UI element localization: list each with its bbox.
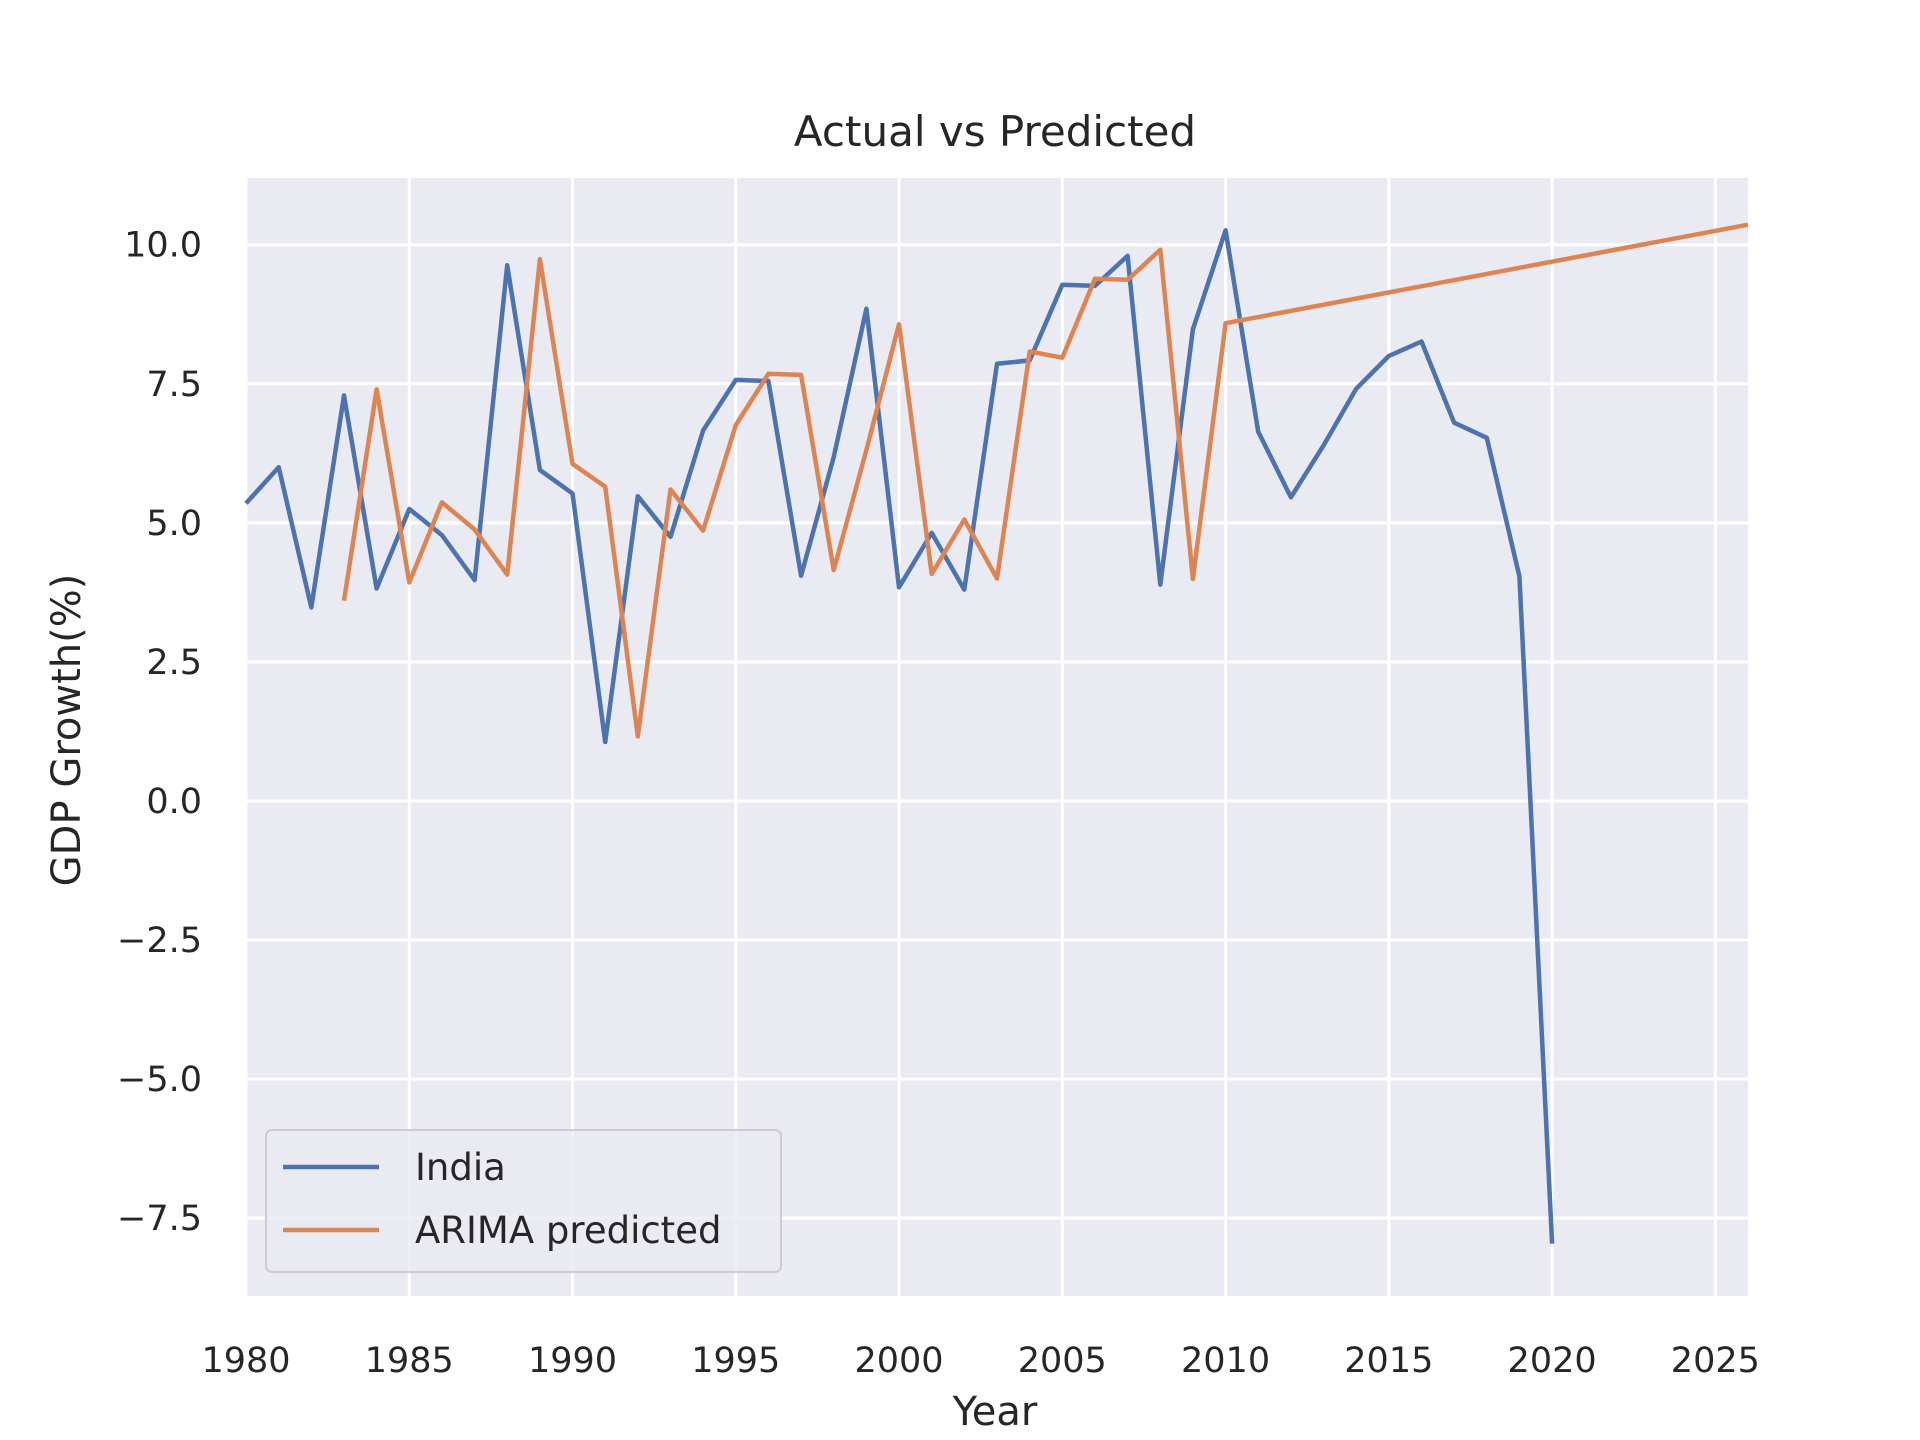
x-tick-label: 2005 <box>1018 1341 1107 1381</box>
y-tick-label: −5.0 <box>117 1060 202 1100</box>
y-tick-label: −2.5 <box>117 921 202 961</box>
x-tick-label: 1995 <box>691 1341 780 1381</box>
x-tick-label: 1990 <box>528 1341 617 1381</box>
y-tick-label: 0.0 <box>146 782 202 822</box>
x-tick-label: 2020 <box>1508 1341 1597 1381</box>
y-tick-label: 7.5 <box>146 365 202 405</box>
y-tick-label: 2.5 <box>146 643 202 683</box>
x-axis-label: Year <box>952 1389 1038 1435</box>
series-line-1 <box>341 222 1749 739</box>
x-tick-label: 2010 <box>1181 1341 1270 1381</box>
legend: India ARIMA predicted <box>265 1129 782 1273</box>
x-tick-label: 1980 <box>201 1341 290 1381</box>
x-tick-label: 2015 <box>1344 1341 1433 1381</box>
y-axis-label: GDP Growth(%) <box>44 574 90 887</box>
legend-label-arima: ARIMA predicted <box>415 1209 721 1252</box>
series-line-0 <box>244 228 1555 1244</box>
x-tick-labels: 1980 1985 1990 1995 2000 2005 2010 2015 2020 2025 <box>201 1341 1759 1381</box>
legend-label-india: India <box>415 1146 506 1189</box>
x-tick-label: 2025 <box>1671 1341 1760 1381</box>
legend-box <box>265 1129 782 1273</box>
y-tick-label: 10.0 <box>124 226 202 266</box>
series-lines <box>244 222 1749 1244</box>
y-tick-label: 5.0 <box>146 504 202 544</box>
y-tick-label: −7.5 <box>117 1199 202 1239</box>
chart-background <box>246 178 1748 1296</box>
plot-area <box>246 178 1748 1296</box>
y-tick-labels: −7.5 −5.0 −2.5 0.0 2.5 5.0 7.5 10.0 <box>117 226 202 1239</box>
chart-title: Actual vs Predicted <box>794 107 1196 156</box>
x-tick-label: 1985 <box>365 1341 454 1381</box>
x-tick-label: 2000 <box>855 1341 944 1381</box>
